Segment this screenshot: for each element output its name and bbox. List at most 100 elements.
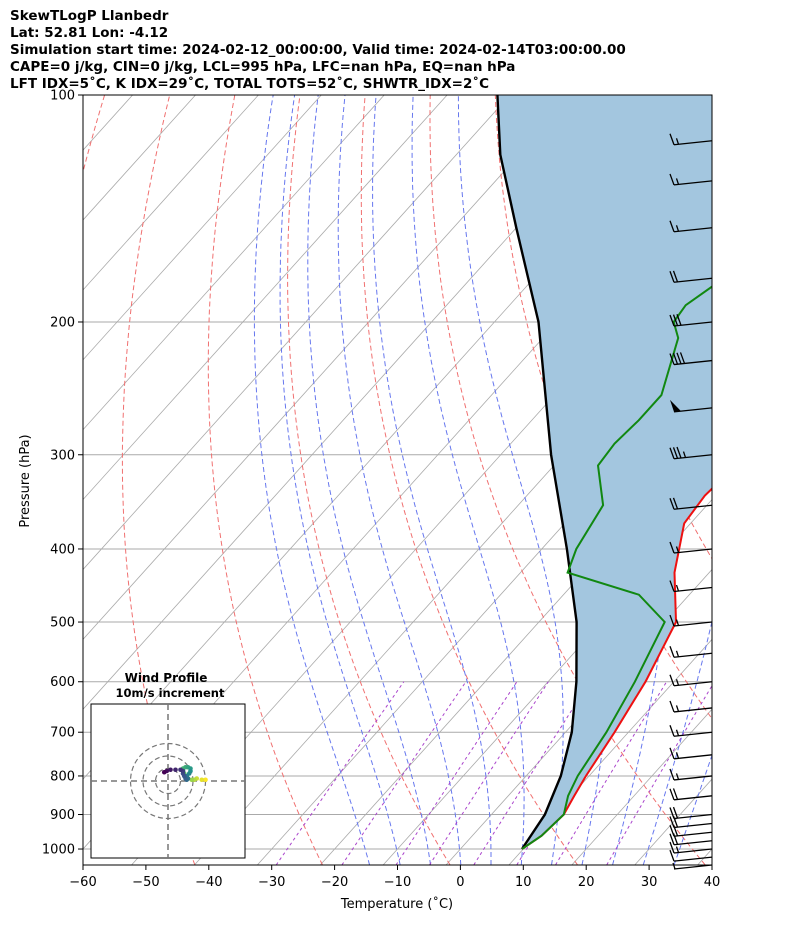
cape-line: CAPE=0 j/kg, CIN=0 j/kg, LCL=995 hPa, LF… (10, 59, 516, 75)
isotherm (83, 95, 511, 571)
wind-barb (669, 497, 713, 510)
time-line: Simulation start time: 2024-02-12_00:00:… (10, 42, 626, 58)
hodograph-point (189, 777, 195, 783)
y-tick-label: 300 (50, 448, 75, 463)
wind-barb (669, 806, 713, 820)
hodograph-point (203, 777, 208, 783)
moist-adiabat (457, 95, 564, 865)
isotherm (0, 95, 7, 865)
y-tick-label: 100 (50, 89, 75, 104)
y-tick-label: 200 (50, 315, 75, 330)
chart-title: SkewTLogP Llanbedr (10, 8, 169, 24)
wind-barb (669, 580, 713, 593)
moist-adiabat (642, 95, 712, 865)
x-axis-label: Temperature (˚C) (340, 896, 453, 912)
moist-adiabat (253, 95, 371, 865)
hodograph-title: Wind Profile (125, 671, 208, 685)
isotherm (761, 95, 794, 865)
moist-adiabat (673, 753, 712, 865)
isotherm (571, 708, 712, 865)
parcel-temperature-fill (497, 95, 712, 849)
wind-barb (669, 674, 713, 687)
dry-adiabat (207, 95, 323, 865)
dry-adiabat (429, 95, 706, 865)
x-tick-label: 20 (578, 875, 595, 890)
wind-barb (669, 700, 713, 713)
wind-barb (669, 841, 713, 854)
isotherm (0, 95, 70, 865)
dry-adiabat (360, 95, 579, 865)
y-axis-label: Pressure (hPa) (18, 434, 33, 527)
parcel-profile-line (496, 95, 578, 850)
isotherm (194, 289, 712, 865)
profile-lines (496, 95, 712, 850)
moist-adiabat (337, 95, 462, 865)
x-tick-label: −10 (384, 875, 411, 890)
y-tick-label: 700 (50, 726, 75, 741)
mixing-ratio-line (429, 681, 549, 865)
wind-barb (669, 173, 713, 186)
wind-barb (669, 352, 713, 366)
y-tick-label: 1000 (42, 843, 75, 858)
y-tick-label: 900 (50, 808, 75, 823)
x-tick-label: −50 (132, 875, 159, 890)
wind-barb (669, 747, 713, 760)
moist-adiabat (307, 95, 432, 865)
mixing-ratio-line (275, 681, 405, 865)
temperature-line (521, 487, 712, 850)
wind-barb (669, 220, 713, 233)
y-tick-label: 400 (50, 542, 75, 557)
x-tick-label: 40 (704, 875, 721, 890)
isotherm (83, 95, 574, 640)
wind-barb (669, 446, 713, 460)
x-tick-label: −30 (258, 875, 285, 890)
wind-barb (669, 541, 713, 554)
wind-barb (669, 133, 713, 146)
isotherm (382, 498, 712, 865)
x-tick-label: 30 (641, 875, 658, 890)
isotherm (83, 95, 385, 431)
x-tick-label: 0 (456, 875, 464, 890)
dry-adiabat (756, 95, 794, 865)
location-line: Lat: 52.81 Lon: -4.12 (10, 25, 169, 41)
wind-barb (669, 824, 713, 837)
moist-adiabat (372, 95, 492, 865)
moist-adiabat (279, 95, 401, 865)
hodograph-subtitle: 10m/s increment (116, 686, 225, 700)
mixing-ratio-line (473, 681, 591, 865)
dewpoint-line (521, 285, 712, 850)
hodograph-point (161, 769, 167, 775)
x-tick-label: 10 (515, 875, 532, 890)
wind-barb (669, 614, 713, 627)
wind-barb (670, 399, 713, 413)
hodograph (91, 704, 245, 858)
wind-barbs (669, 133, 713, 870)
wind-barb (669, 788, 713, 801)
wind-barb (669, 768, 713, 781)
wind-barb (669, 725, 713, 737)
y-tick-label: 600 (50, 675, 75, 690)
index-line: LFT IDX=5˚C, K IDX=29˚C, TOTAL TOTS=52˚C… (10, 76, 490, 92)
dry-adiabat (287, 95, 451, 865)
hodograph-point (178, 767, 183, 773)
hodograph-point (168, 767, 173, 773)
hodograph-point (173, 767, 178, 773)
x-tick-label: −20 (321, 875, 348, 890)
isotherm (508, 638, 712, 865)
x-tick-label: −60 (69, 875, 96, 890)
isotherm (83, 95, 322, 361)
cape-fill-area (497, 95, 712, 849)
wind-barb (669, 314, 713, 327)
isotherm (445, 568, 712, 865)
wind-barb (669, 270, 713, 283)
isotherm (83, 95, 448, 501)
mixing-ratio-line (341, 681, 467, 865)
wind-barb (669, 849, 713, 862)
moist-adiabat (411, 95, 525, 865)
y-tick-label: 500 (50, 616, 75, 631)
mixing-ratio-line (395, 681, 518, 865)
y-tick-label: 800 (50, 769, 75, 784)
wind-barb (672, 862, 713, 870)
dry-adiabat (121, 95, 196, 865)
